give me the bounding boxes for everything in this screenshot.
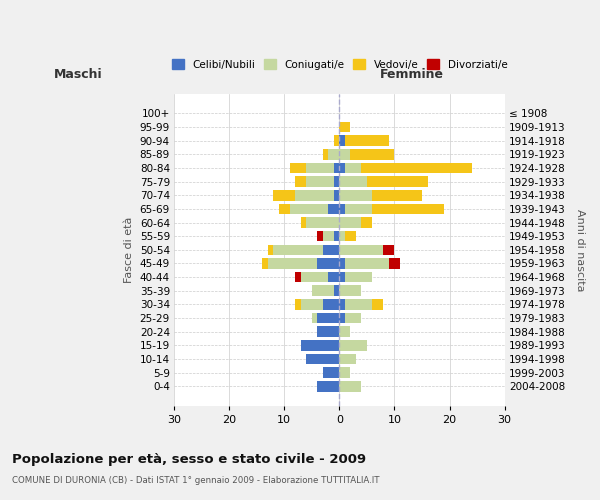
Text: Maschi: Maschi xyxy=(54,68,103,81)
Bar xyxy=(389,258,400,269)
Bar xyxy=(295,272,301,282)
Bar xyxy=(334,162,340,173)
Bar xyxy=(345,258,389,269)
Bar xyxy=(295,299,301,310)
Bar xyxy=(340,286,361,296)
Bar xyxy=(345,135,389,146)
Bar xyxy=(268,258,317,269)
Bar xyxy=(307,354,340,364)
Bar xyxy=(340,313,345,324)
Y-axis label: Fasce di età: Fasce di età xyxy=(124,216,134,283)
Y-axis label: Anni di nascita: Anni di nascita xyxy=(575,208,585,291)
Bar xyxy=(340,258,345,269)
Bar xyxy=(340,122,350,132)
Bar xyxy=(268,244,274,255)
Bar xyxy=(345,299,373,310)
Bar xyxy=(290,162,307,173)
Bar xyxy=(340,204,345,214)
Bar xyxy=(340,326,350,337)
Bar xyxy=(373,190,422,200)
Bar xyxy=(328,149,340,160)
Bar xyxy=(345,162,361,173)
Bar xyxy=(383,244,394,255)
Bar xyxy=(334,190,340,200)
Bar xyxy=(317,313,340,324)
Bar xyxy=(361,217,373,228)
Bar xyxy=(301,299,323,310)
Bar xyxy=(340,231,345,241)
Bar xyxy=(340,340,367,351)
Bar xyxy=(295,176,307,187)
Bar xyxy=(373,204,444,214)
Bar xyxy=(340,381,361,392)
Bar xyxy=(328,272,340,282)
Bar xyxy=(340,149,350,160)
Bar xyxy=(301,340,340,351)
Bar xyxy=(373,299,383,310)
Bar xyxy=(345,231,356,241)
Bar xyxy=(301,217,307,228)
Bar xyxy=(367,176,428,187)
Bar xyxy=(279,204,290,214)
Bar xyxy=(334,176,340,187)
Bar xyxy=(340,354,356,364)
Bar xyxy=(262,258,268,269)
Bar xyxy=(274,244,323,255)
Bar xyxy=(323,231,334,241)
Bar xyxy=(323,299,340,310)
Bar xyxy=(334,135,340,146)
Bar xyxy=(323,368,340,378)
Text: COMUNE DI DURONIA (CB) - Dati ISTAT 1° gennaio 2009 - Elaborazione TUTTITALIA.IT: COMUNE DI DURONIA (CB) - Dati ISTAT 1° g… xyxy=(12,476,380,485)
Bar xyxy=(274,190,295,200)
Bar xyxy=(334,231,340,241)
Bar xyxy=(290,204,328,214)
Bar xyxy=(340,190,373,200)
Bar xyxy=(328,204,340,214)
Legend: Celibi/Nubili, Coniugati/e, Vedovi/e, Divorziati/e: Celibi/Nubili, Coniugati/e, Vedovi/e, Di… xyxy=(167,55,511,74)
Bar xyxy=(323,244,340,255)
Bar xyxy=(334,286,340,296)
Bar xyxy=(340,162,345,173)
Bar xyxy=(361,162,472,173)
Bar xyxy=(317,258,340,269)
Bar xyxy=(340,368,350,378)
Bar xyxy=(317,231,323,241)
Bar xyxy=(340,299,345,310)
Bar xyxy=(312,286,334,296)
Bar xyxy=(317,326,340,337)
Bar xyxy=(307,176,334,187)
Text: Popolazione per età, sesso e stato civile - 2009: Popolazione per età, sesso e stato civil… xyxy=(12,452,366,466)
Bar xyxy=(307,217,340,228)
Bar xyxy=(383,244,389,255)
Bar xyxy=(340,272,345,282)
Bar xyxy=(340,217,361,228)
Bar xyxy=(340,135,345,146)
Bar xyxy=(345,272,373,282)
Bar xyxy=(301,272,328,282)
Bar xyxy=(350,149,394,160)
Text: Femmine: Femmine xyxy=(380,68,444,81)
Bar xyxy=(312,313,317,324)
Bar xyxy=(345,204,373,214)
Bar xyxy=(295,190,334,200)
Bar xyxy=(307,162,334,173)
Bar xyxy=(340,176,367,187)
Bar xyxy=(323,149,328,160)
Bar xyxy=(317,381,340,392)
Bar xyxy=(345,313,361,324)
Bar xyxy=(340,244,383,255)
